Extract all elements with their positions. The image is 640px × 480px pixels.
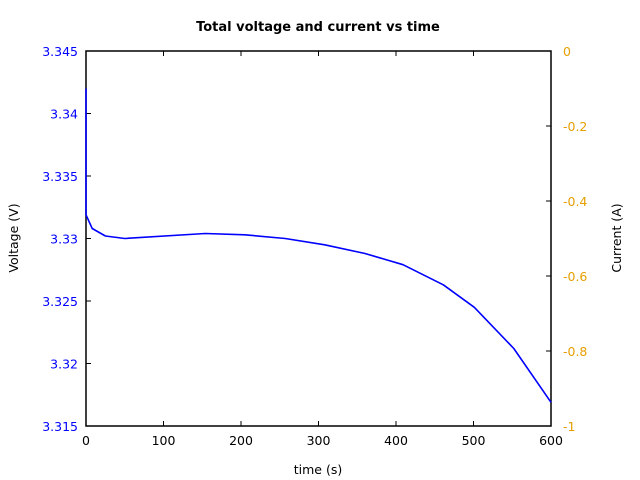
x-tick-label: 0 [82, 433, 90, 448]
y-tick-label: 3.34 [50, 107, 78, 122]
x-tick-label: 500 [462, 433, 486, 448]
y-tick-label: 3.32 [50, 357, 78, 372]
y2-tick-label: -0.8 [563, 344, 587, 359]
y-tick-label: 3.315 [42, 419, 78, 434]
voltage-line [85, 88, 552, 403]
y-tick-label: 3.345 [42, 44, 78, 59]
chart-title: Total voltage and current vs time [196, 20, 440, 35]
y-tick-label: 3.33 [50, 232, 78, 247]
y2-axis-label: Current (A) [609, 203, 624, 272]
y-tick-label: 3.325 [42, 294, 78, 309]
y2-tick-label: -0.4 [563, 194, 587, 209]
x-tick-label: 600 [539, 433, 563, 448]
x-axis-label: time (s) [294, 462, 342, 477]
y-axis-label: Voltage (V) [6, 203, 21, 272]
plot-area: 0 100 200 300 400 500 600 3.315 3.32 3.325 3.33 3.3… [42, 44, 587, 448]
y2-tick-label: -0.6 [563, 269, 587, 284]
x-tick-label: 100 [152, 433, 176, 448]
y-tick-label: 3.335 [42, 169, 78, 184]
x-tick-label: 300 [307, 433, 331, 448]
y2-tick-label: -1 [563, 419, 575, 434]
y2-tick-label: 0 [563, 44, 571, 59]
x-tick-label: 400 [384, 433, 408, 448]
x-tick-label: 200 [229, 433, 253, 448]
y2-tick-label: -0.2 [563, 119, 587, 134]
plot-frame [85, 50, 552, 427]
